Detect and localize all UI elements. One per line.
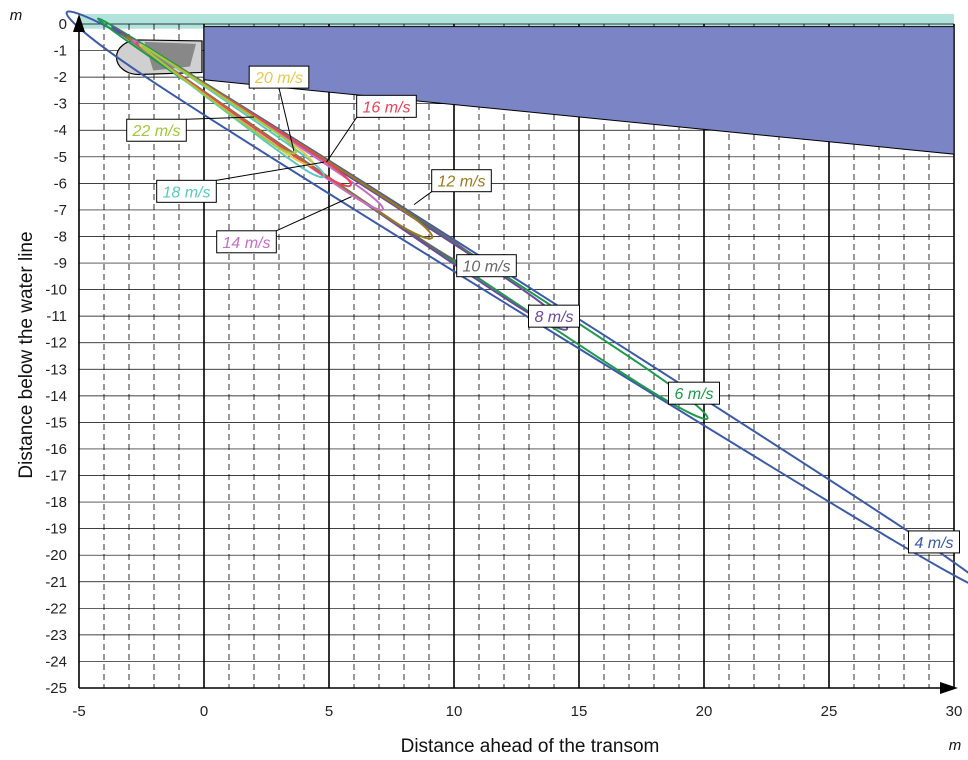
- curve-label-12-m-s: 12 m/s: [413, 169, 492, 206]
- y-tick-label: -14: [45, 388, 67, 405]
- axes-layer: [73, 14, 958, 694]
- curve-label-pointer: [276, 196, 352, 232]
- curve-label-16-m-s: 16 m/s: [326, 94, 417, 163]
- y-tick-label: -5: [54, 149, 67, 166]
- y-tick-label: -17: [45, 468, 67, 485]
- curve-label-box: [356, 94, 417, 118]
- water-surface-layer: [79, 14, 954, 29]
- curve-label-18-m-s: 18 m/s: [156, 161, 325, 203]
- y-tick-label: -1: [54, 43, 67, 60]
- tick-labels-layer: -5 0 5 10 15 20 25 30 0 -1 -2 -3 -4 -5 -6 -7 -8 -9 -10 -11 -…: [45, 16, 962, 720]
- curve-label-text: 16 m/s: [362, 99, 410, 116]
- curve-label-text: 8 m/s: [534, 309, 573, 326]
- curve-label-box: [668, 381, 720, 405]
- curve-labels-layer: 4 m/s 6 m/s 8 m/s 10 m/s 12 m/s 14 m/s 16 m/s 1…: [126, 65, 960, 554]
- x-axis-arrow-icon: [940, 682, 958, 694]
- x-tick-label: 0: [200, 703, 208, 720]
- y-tick-label: -7: [54, 202, 67, 219]
- x-tick-label: 15: [571, 703, 588, 720]
- y-axis-title: Distance below the water line: [16, 231, 37, 478]
- y-tick-label: -11: [46, 308, 67, 325]
- curve-label-text: 10 m/s: [462, 259, 510, 276]
- x-axis-title: Distance ahead of the transom: [401, 736, 660, 757]
- curve-label-box: [528, 304, 580, 328]
- y-axis-arrow-icon: [73, 14, 85, 32]
- propeller-blade: [144, 41, 196, 71]
- y-tick-label: -3: [54, 96, 67, 113]
- y-tick-label: -18: [45, 494, 67, 511]
- curve-label-pointer: [278, 88, 295, 152]
- y-tick-label: -8: [54, 228, 67, 245]
- y-tick-label: -12: [45, 335, 67, 352]
- curve-label-box: [156, 179, 217, 203]
- curve-label-box: [431, 169, 492, 193]
- curve-label-pointer: [186, 116, 255, 120]
- curve-label-text: 18 m/s: [162, 184, 210, 201]
- curve-label-22-m-s: 22 m/s: [126, 116, 255, 142]
- curve-label-text: 22 m/s: [131, 123, 180, 140]
- curve-label-6-m-s: 6 m/s: [668, 381, 720, 405]
- x-tick-label: 5: [325, 703, 333, 720]
- x-axis-unit: m: [949, 737, 962, 754]
- x-tick-label: -5: [72, 703, 85, 720]
- y-tick-label: -9: [54, 255, 67, 272]
- curve-label-pointer: [216, 161, 325, 181]
- curve-label-text: 12 m/s: [437, 174, 485, 191]
- curve-label-text: 4 m/s: [914, 535, 953, 552]
- x-tick-label: 25: [821, 703, 838, 720]
- y-tick-label: -23: [45, 627, 67, 644]
- curves-layer: [65, 10, 968, 584]
- y-tick-label: -22: [45, 600, 67, 617]
- curve-label-10-m-s: 10 m/s: [456, 254, 517, 278]
- curve-label-text: 14 m/s: [222, 235, 270, 252]
- curve-label-box: [456, 254, 517, 278]
- y-tick-label: -4: [54, 122, 67, 139]
- hull: [203, 26, 955, 155]
- y-tick-label: -19: [45, 521, 67, 538]
- y-tick-label: 0: [59, 16, 67, 33]
- curve-label-box: [248, 65, 310, 89]
- series-line-22-m-s: [141, 45, 297, 155]
- y-tick-label: -10: [45, 282, 67, 299]
- hull-layer: [115, 26, 955, 155]
- curve-label-box: [216, 230, 277, 254]
- x-tick-label: 10: [446, 703, 463, 720]
- y-tick-label: -16: [45, 441, 67, 458]
- x-tick-label: 20: [696, 703, 713, 720]
- curve-label-box: [126, 118, 187, 142]
- curve-label-pointer: [326, 117, 358, 163]
- curve-label-text: 20 m/s: [254, 70, 303, 87]
- water-surface: [79, 14, 954, 29]
- y-tick-label: -20: [45, 547, 67, 564]
- curve-label-14-m-s: 14 m/s: [216, 196, 352, 254]
- curve-label-text: 6 m/s: [674, 386, 713, 403]
- y-tick-label: -24: [45, 653, 67, 670]
- y-tick-label: -21: [45, 574, 67, 591]
- x-tick-label: 30: [946, 703, 963, 720]
- curve-label-4-m-s: 4 m/s: [908, 530, 960, 554]
- curve-label-8-m-s: 8 m/s: [528, 304, 580, 328]
- y-tick-label: -2: [54, 69, 67, 86]
- curve-label-20-m-s: 20 m/s: [248, 65, 310, 152]
- y-tick-label: -25: [45, 680, 67, 697]
- curve-label-box: [908, 530, 960, 554]
- y-axis-unit: m: [10, 7, 23, 24]
- y-tick-label: -13: [45, 361, 67, 378]
- y-tick-label: -6: [54, 175, 67, 192]
- curve-label-pointer: [413, 191, 432, 206]
- y-tick-label: -15: [45, 414, 67, 431]
